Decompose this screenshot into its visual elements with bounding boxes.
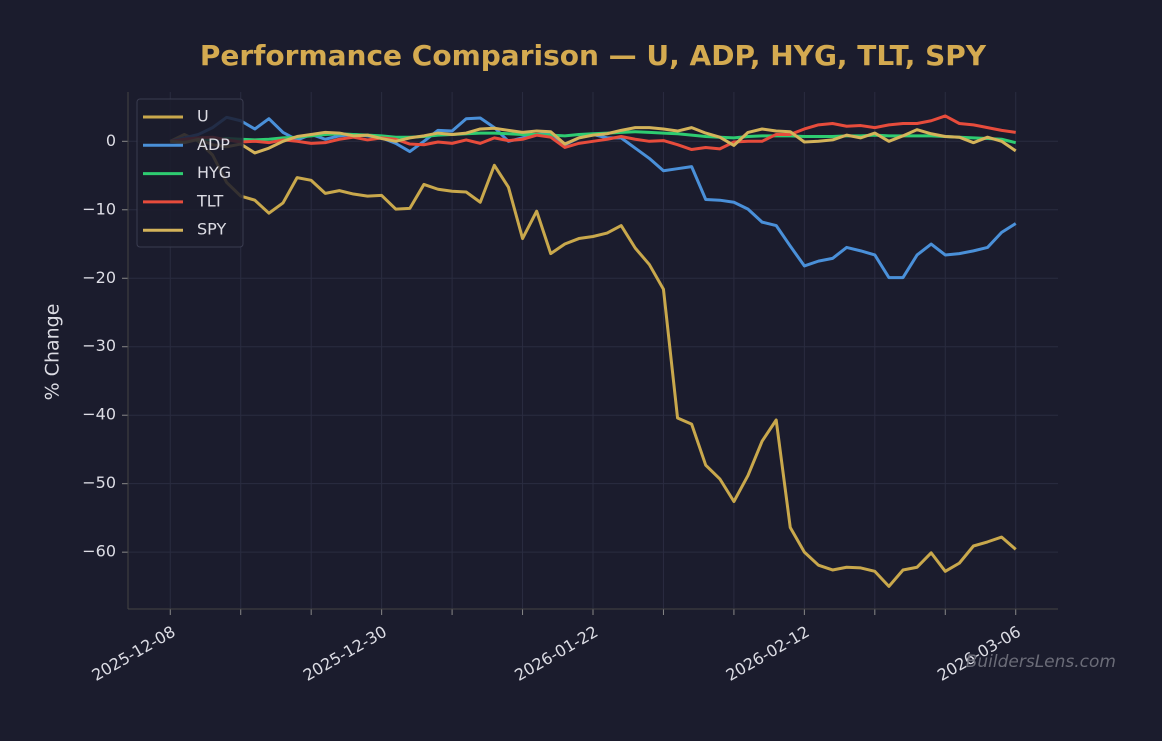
legend-label: TLT (196, 191, 223, 210)
y-tick-label: −10 (82, 199, 116, 218)
series-line (170, 114, 1016, 152)
y-tick-label: −20 (82, 268, 116, 287)
y-tick-label: −60 (82, 542, 116, 561)
series-line (169, 132, 1017, 588)
legend-label: SPY (197, 220, 226, 239)
series-line (170, 126, 1017, 155)
watermark: BuildersLens.com (966, 652, 1116, 672)
legend-label: ADP (197, 135, 230, 154)
legend: U ADP HYG TLT SPY (136, 98, 244, 248)
chart-title: Performance Comparison — U, ADP, HYG, TL… (200, 39, 987, 72)
legend-label: U (197, 107, 209, 126)
legend-box (136, 98, 244, 248)
y-axis-label: % Change (42, 304, 64, 401)
legend-label: HYG (197, 163, 231, 182)
y-tick-label: 0 (106, 131, 116, 150)
y-tick-label: −30 (82, 336, 116, 355)
y-tick-label: −50 (82, 473, 116, 492)
y-tick-label: −40 (82, 405, 116, 424)
